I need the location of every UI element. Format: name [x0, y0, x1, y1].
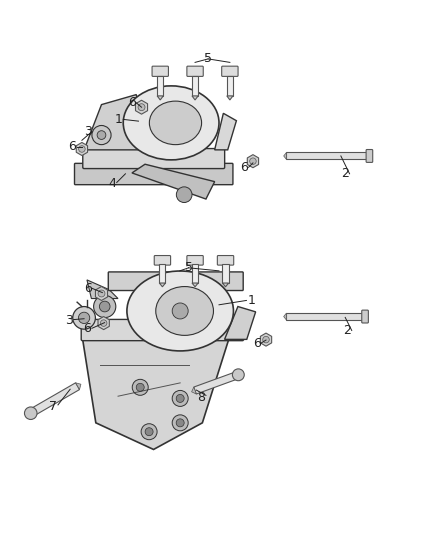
FancyBboxPatch shape: [152, 66, 169, 76]
Bar: [157, 76, 163, 96]
Circle shape: [176, 394, 184, 402]
Polygon shape: [223, 283, 229, 287]
Text: 5: 5: [204, 52, 212, 65]
FancyBboxPatch shape: [222, 66, 238, 76]
Circle shape: [145, 427, 153, 435]
Polygon shape: [159, 283, 166, 287]
Circle shape: [92, 125, 111, 144]
Bar: [159, 264, 166, 283]
FancyBboxPatch shape: [362, 310, 368, 323]
Text: 6: 6: [68, 140, 76, 154]
Text: 1: 1: [115, 113, 123, 126]
Circle shape: [172, 303, 188, 319]
Text: 2: 2: [341, 167, 349, 180]
Bar: [192, 76, 198, 96]
Circle shape: [141, 424, 157, 440]
Polygon shape: [215, 114, 237, 150]
Bar: [286, 313, 363, 320]
Circle shape: [98, 290, 105, 297]
Circle shape: [172, 391, 188, 406]
Text: 6: 6: [253, 337, 261, 351]
Circle shape: [177, 187, 192, 203]
Text: 6: 6: [128, 96, 136, 109]
Polygon shape: [191, 387, 196, 394]
Bar: [223, 264, 229, 283]
Ellipse shape: [127, 271, 233, 351]
FancyBboxPatch shape: [217, 255, 234, 265]
Text: 6: 6: [83, 322, 91, 335]
Circle shape: [99, 301, 110, 312]
Circle shape: [97, 131, 106, 140]
Bar: [286, 152, 367, 159]
Circle shape: [172, 415, 188, 431]
Circle shape: [94, 295, 116, 318]
Text: 6: 6: [84, 282, 92, 295]
Text: 6: 6: [240, 161, 248, 174]
Text: 3: 3: [65, 314, 73, 327]
Polygon shape: [32, 383, 80, 415]
Polygon shape: [247, 155, 258, 168]
FancyBboxPatch shape: [83, 149, 225, 168]
Text: 7: 7: [49, 400, 57, 413]
Ellipse shape: [123, 86, 219, 160]
Circle shape: [73, 306, 95, 329]
Bar: [192, 264, 198, 283]
FancyBboxPatch shape: [81, 319, 244, 341]
Polygon shape: [87, 280, 118, 298]
Circle shape: [25, 407, 37, 419]
Text: 5: 5: [184, 261, 193, 274]
Bar: [227, 76, 233, 96]
Ellipse shape: [156, 287, 213, 335]
Polygon shape: [84, 94, 145, 150]
FancyBboxPatch shape: [108, 272, 243, 290]
Circle shape: [100, 320, 107, 326]
Polygon shape: [95, 287, 107, 301]
Polygon shape: [76, 142, 88, 156]
Circle shape: [176, 419, 184, 427]
FancyBboxPatch shape: [366, 150, 373, 163]
FancyBboxPatch shape: [74, 163, 233, 184]
FancyBboxPatch shape: [187, 255, 203, 265]
Polygon shape: [135, 100, 148, 114]
Polygon shape: [157, 96, 163, 100]
FancyBboxPatch shape: [187, 66, 203, 76]
Circle shape: [78, 312, 90, 324]
Circle shape: [136, 383, 144, 391]
Polygon shape: [132, 164, 215, 199]
Polygon shape: [82, 338, 229, 449]
Circle shape: [132, 379, 148, 395]
Text: 3: 3: [84, 125, 92, 138]
Polygon shape: [227, 96, 233, 100]
Polygon shape: [284, 313, 286, 320]
Polygon shape: [194, 373, 237, 394]
Circle shape: [79, 146, 85, 152]
Text: 8: 8: [198, 391, 205, 405]
Circle shape: [138, 104, 145, 111]
FancyBboxPatch shape: [154, 255, 171, 265]
Polygon shape: [76, 383, 81, 390]
Ellipse shape: [149, 101, 201, 144]
Polygon shape: [225, 306, 256, 340]
Text: 4: 4: [109, 177, 117, 190]
Polygon shape: [98, 317, 110, 329]
Polygon shape: [192, 96, 198, 100]
Polygon shape: [192, 283, 198, 287]
Polygon shape: [284, 152, 286, 159]
Circle shape: [233, 369, 244, 381]
Text: 1: 1: [248, 294, 256, 307]
Circle shape: [263, 336, 269, 343]
Text: 2: 2: [343, 325, 351, 337]
Polygon shape: [260, 333, 272, 346]
Circle shape: [250, 158, 256, 165]
